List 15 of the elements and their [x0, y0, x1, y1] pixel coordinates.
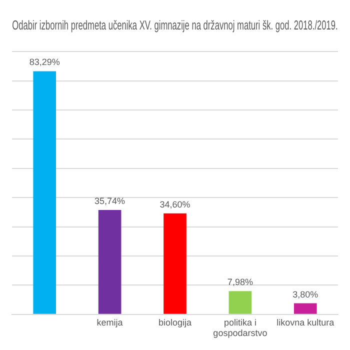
chart-title: Odabir izbornih predmeta učenika XV. gimnazije na državnoj maturi šk. god. 2018./2019. [12, 18, 338, 33]
data-label: 35,74% [94, 196, 126, 206]
data-label: 83,29% [29, 57, 60, 68]
bar [164, 213, 186, 314]
bar [228, 291, 252, 314]
x-tick-label: biologija [158, 317, 192, 328]
x-tick-label: likovna kultura [276, 317, 334, 328]
data-label: 7,98% [227, 277, 253, 288]
x-tick-label: politika i gospodarstvo [213, 317, 268, 338]
bar [33, 71, 56, 314]
data-label: 34,60% [160, 199, 190, 210]
bar [98, 210, 122, 314]
data-label: 3,80% [292, 289, 318, 300]
bar [294, 303, 317, 314]
x-tick-label: kemija [96, 317, 123, 328]
